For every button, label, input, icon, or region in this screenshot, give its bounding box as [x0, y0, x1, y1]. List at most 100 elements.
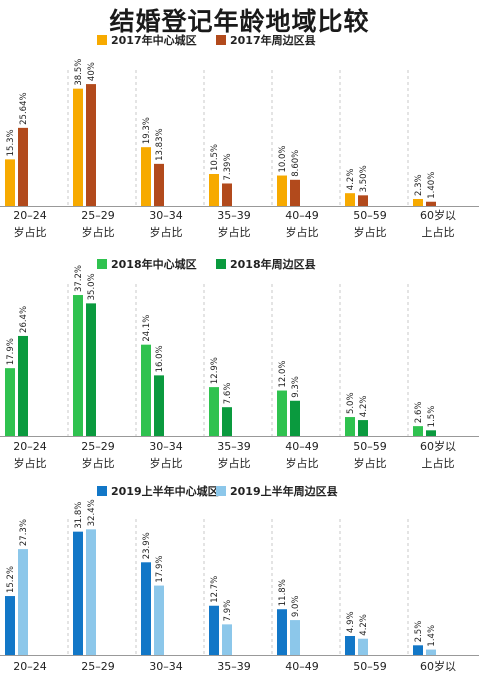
legend-label: 2017年中心城区 [111, 33, 197, 47]
data-label: 7.9% [223, 600, 233, 622]
bar [277, 609, 287, 655]
data-label: 12.0% [278, 361, 288, 388]
category-label: 上占比 [422, 225, 455, 239]
data-label: 2.3% [414, 174, 424, 196]
category-label: 岁占比 [82, 225, 115, 239]
data-label: 7.39% [223, 153, 233, 180]
bar [154, 163, 164, 206]
category-label: 岁占比 [286, 225, 319, 239]
bar [426, 430, 436, 436]
category-label: 40–49 [285, 660, 319, 673]
category-label: 20–24 [13, 209, 47, 222]
legend-label: 2018年中心城区 [111, 257, 197, 271]
data-label: 25.64% [19, 92, 29, 124]
bar [18, 335, 28, 436]
category-label: 50–59 [353, 440, 387, 453]
category-label: 30–34 [149, 440, 183, 453]
bar [86, 84, 96, 206]
data-label: 40% [87, 62, 97, 81]
chart-panel-2: 2018年中心城区 2018年周边区县 17.9%26.4% 20–24 岁占比 37.2… [0, 257, 479, 470]
bar [141, 562, 151, 655]
category-label: 50–59 [353, 209, 387, 222]
category-label: 50–59 [353, 660, 387, 673]
bar [18, 127, 28, 206]
legend-swatch [97, 35, 107, 45]
category-label: 35–39 [217, 660, 251, 673]
data-label: 32.4% [87, 499, 97, 526]
data-label: 12.7% [210, 576, 220, 603]
bar [358, 195, 368, 206]
bar [358, 420, 368, 436]
bar [426, 201, 436, 206]
bar [290, 179, 300, 206]
data-label: 37.2% [74, 265, 84, 292]
legend-label: 2017年周边区县 [230, 33, 316, 47]
bar [154, 585, 164, 655]
bar [413, 198, 423, 206]
bar [141, 344, 151, 436]
category-label: 60岁以 [420, 208, 456, 222]
chart-panel-3: 2019上半年中心城区 2019上半年周边区县 15.2% 27.3% 20–24 31.… [0, 484, 479, 673]
category-label: 20–24 [13, 660, 47, 673]
bar [209, 174, 219, 206]
bar [358, 638, 368, 655]
category-label: 35–39 [217, 440, 251, 453]
bar [5, 596, 15, 655]
data-label: 23.9% [142, 532, 152, 559]
data-label: 26.4% [19, 306, 29, 333]
category-label: 60岁以 [420, 439, 456, 453]
data-label: 11.8% [278, 579, 288, 606]
category-label: 60岁以 [420, 659, 456, 673]
bar [277, 390, 287, 436]
bar [141, 147, 151, 206]
category-label: 岁占比 [150, 456, 183, 470]
category-label: 30–34 [149, 209, 183, 222]
data-label: 35.0% [87, 273, 97, 300]
data-label: 17.9% [6, 338, 16, 365]
category-label: 岁占比 [354, 456, 387, 470]
data-label: 17.9% [155, 556, 165, 583]
category-label: 岁占比 [218, 225, 251, 239]
data-label: 1.40% [427, 172, 437, 199]
bar [222, 183, 232, 206]
bar [86, 529, 96, 655]
legend-label: 2019上半年中心城区 [111, 484, 219, 498]
bar [73, 531, 83, 655]
legend-swatch [216, 35, 226, 45]
page-title: 结婚登记年龄地域比较 [109, 7, 370, 36]
data-label: 19.3% [142, 117, 152, 144]
data-label: 9.3% [291, 376, 301, 398]
bar [73, 295, 83, 436]
legend-label: 2019上半年周边区县 [230, 484, 338, 498]
legend-swatch [97, 486, 107, 496]
category-label: 25–29 [81, 440, 115, 453]
data-label: 4.9% [346, 611, 356, 633]
bar [154, 375, 164, 436]
data-label: 15.2% [6, 566, 16, 593]
bar [18, 549, 28, 655]
data-label: 3.50% [359, 165, 369, 192]
bar [345, 635, 355, 655]
data-label: 9.0% [291, 595, 301, 617]
category-label: 岁占比 [82, 456, 115, 470]
data-label: 38.5% [74, 59, 84, 86]
bar [5, 159, 15, 206]
legend-label: 2018年周边区县 [230, 257, 316, 271]
bar [86, 303, 96, 436]
category-label: 25–29 [81, 660, 115, 673]
category-label: 40–49 [285, 440, 319, 453]
data-label: 4.2% [359, 395, 369, 417]
data-label: 12.9% [210, 357, 220, 384]
legend-swatch [216, 259, 226, 269]
category-label: 岁占比 [218, 456, 251, 470]
data-label: 4.2% [359, 614, 369, 636]
category-label: 35–39 [217, 209, 251, 222]
bar [426, 649, 436, 655]
chart-panel-1: 2017年中心城区 2017年周边区县 15.3%25.64% 20–24 岁占比 38.… [0, 33, 479, 239]
bar [209, 387, 219, 436]
bar [413, 645, 423, 655]
bar [5, 368, 15, 436]
bar [209, 605, 219, 655]
bar [413, 426, 423, 436]
